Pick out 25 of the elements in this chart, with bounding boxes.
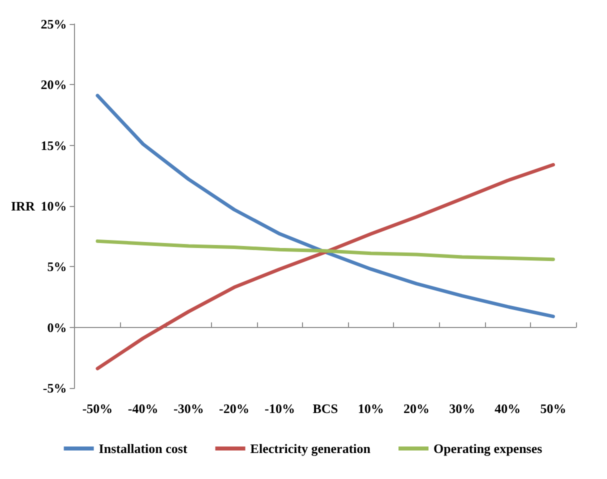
x-tick-label: -10% <box>264 401 295 416</box>
y-tick-label: 5% <box>47 259 67 274</box>
y-axis-title: IRR <box>10 198 36 214</box>
line-series <box>96 239 555 262</box>
x-tick-label: 10% <box>358 401 384 416</box>
x-tick-label: -30% <box>173 401 204 416</box>
x-tick-label: -40% <box>128 401 158 416</box>
x-tick-label: 30% <box>449 401 476 416</box>
y-tick-label: 0% <box>47 320 67 335</box>
y-tick-label: -5% <box>42 380 67 396</box>
x-tick-label: 40% <box>494 401 521 416</box>
y-tick-label: 10% <box>40 198 67 214</box>
line-series <box>96 162 555 370</box>
x-tick-label: 20% <box>404 401 430 416</box>
x-tick-label: -50% <box>82 401 113 416</box>
x-tick-label: -20% <box>219 401 250 416</box>
legend-label: Electricity generation <box>250 441 372 456</box>
line-series <box>96 94 555 318</box>
x-tick-label: 50% <box>540 401 566 416</box>
y-tick-label: 20% <box>40 77 67 92</box>
y-tick-label: 15% <box>40 138 67 153</box>
y-tick-label: 25% <box>40 16 67 32</box>
x-tick-label: BCS <box>312 401 338 416</box>
legend-label: Operating expenses <box>433 441 542 456</box>
legend-label: Installation cost <box>98 441 188 456</box>
